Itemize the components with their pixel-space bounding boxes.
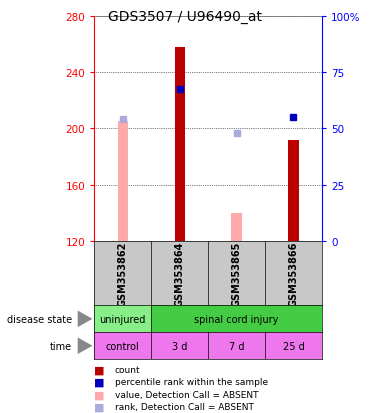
Bar [232,214,242,242]
Bar [175,47,185,242]
Text: control: control [106,341,139,351]
Text: GSM353866: GSM353866 [289,241,299,306]
Text: ■: ■ [94,365,105,375]
Text: 25 d: 25 d [283,341,305,351]
Text: GDS3507 / U96490_at: GDS3507 / U96490_at [108,10,262,24]
Text: ■: ■ [94,389,105,399]
Text: rank, Detection Call = ABSENT: rank, Detection Call = ABSENT [115,402,253,411]
Text: 7 d: 7 d [229,341,244,351]
Text: time: time [50,341,72,351]
Text: value, Detection Call = ABSENT: value, Detection Call = ABSENT [115,390,258,399]
Text: count: count [115,365,140,374]
Text: GSM353864: GSM353864 [175,241,185,306]
Bar [94,306,151,332]
Bar [118,122,128,242]
Text: GSM353862: GSM353862 [118,241,128,306]
Text: GSM353865: GSM353865 [232,241,242,306]
Text: spinal cord injury: spinal cord injury [194,314,279,324]
Bar [288,140,299,242]
Text: uninjured: uninjured [100,314,146,324]
Bar [175,90,185,242]
Text: disease state: disease state [7,314,72,324]
Text: 3 d: 3 d [172,341,187,351]
Text: ■: ■ [94,377,105,387]
Text: ■: ■ [94,402,105,412]
Text: percentile rank within the sample: percentile rank within the sample [115,377,268,387]
